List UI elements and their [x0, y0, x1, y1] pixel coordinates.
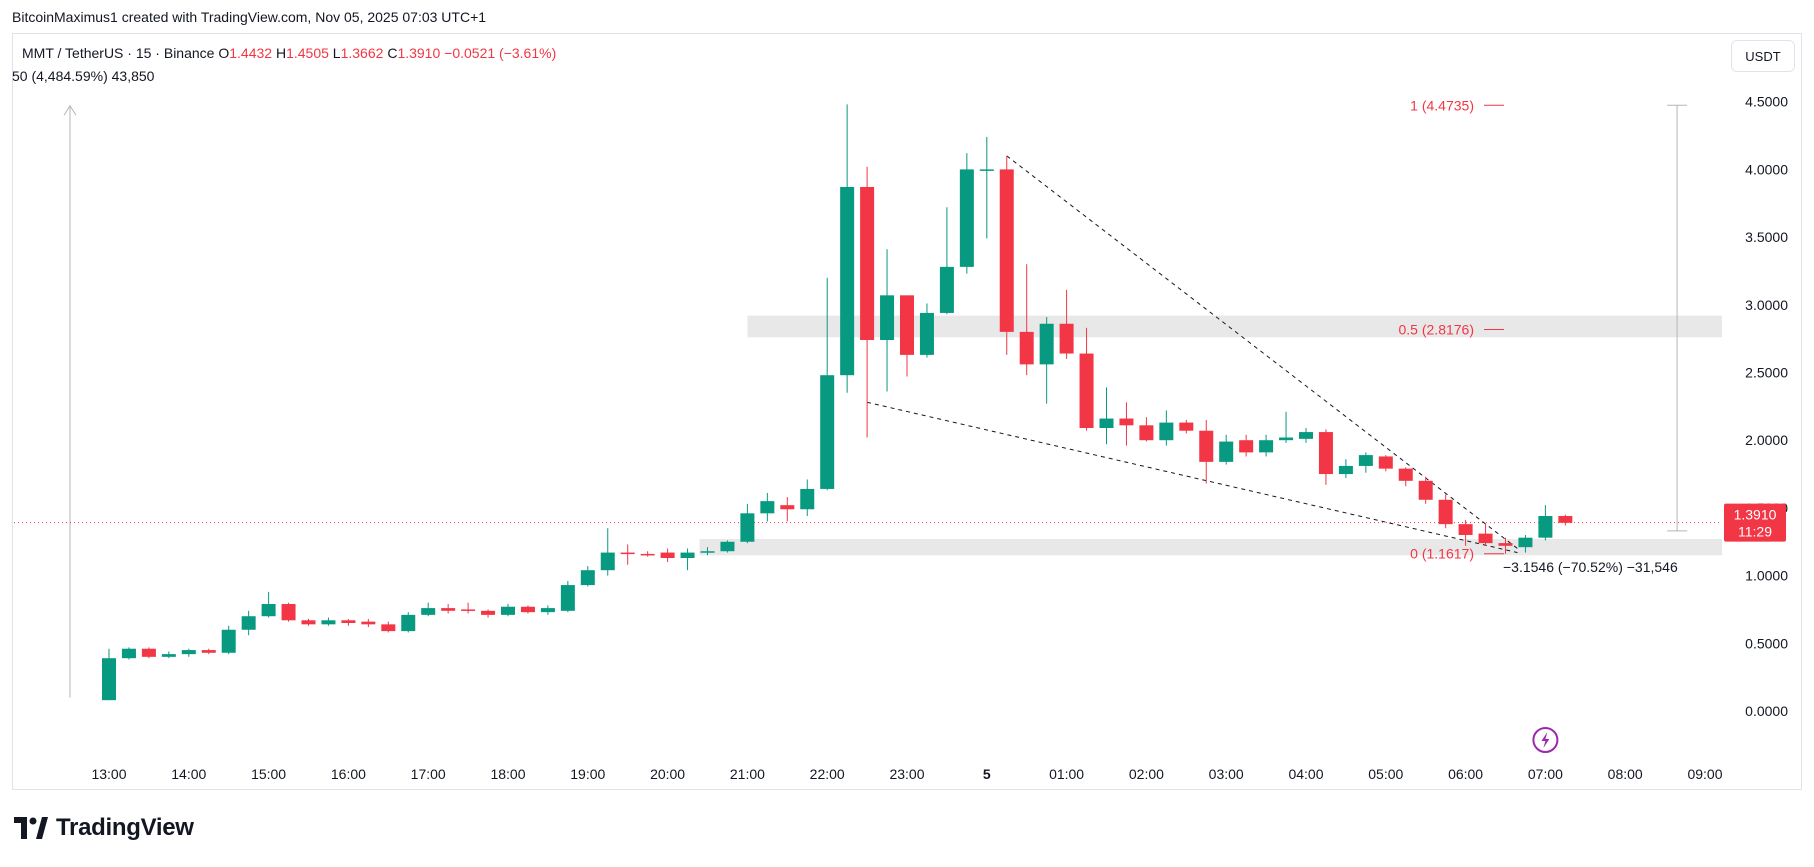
open-label: O: [218, 45, 230, 61]
tradingview-logo[interactable]: TradingView: [14, 814, 194, 842]
attribution-text: BitcoinMaximus1 created with TradingView…: [12, 9, 487, 25]
change-value: −0.0521 (−3.61%): [444, 45, 557, 61]
symbol-name[interactable]: MMT / TetherUS · 15 · Binance: [22, 45, 215, 61]
low-value: 1.3662: [340, 45, 384, 61]
measure-readout: 50 (4,484.59%) 43,850: [12, 68, 155, 84]
tradingview-logo-icon: [14, 817, 48, 839]
symbol-legend: MMT / TetherUS · 15 · Binance O1.4432 H1…: [22, 45, 556, 61]
close-value: 1.3910: [397, 45, 441, 61]
low-label: L: [332, 45, 341, 61]
close-label: C: [387, 45, 398, 61]
chart-frame: [12, 33, 1802, 790]
open-value: 1.4432: [229, 45, 273, 61]
high-value: 1.4505: [286, 45, 329, 61]
tradingview-wordmark: TradingView: [56, 814, 194, 841]
high-label: H: [275, 45, 287, 61]
currency-button[interactable]: USDT: [1731, 40, 1795, 72]
